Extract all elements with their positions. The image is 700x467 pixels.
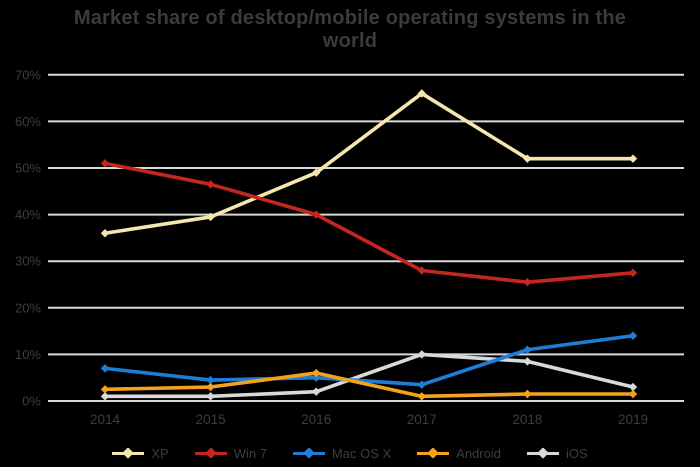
data-point-marker — [523, 357, 532, 366]
data-point-marker — [312, 210, 321, 219]
data-point-marker — [628, 268, 638, 278]
data-point-marker — [417, 380, 426, 389]
data-point-marker — [206, 375, 215, 385]
chart-title-line1: Market share of desktop/mobile operating… — [73, 7, 627, 29]
data-point-marker — [206, 180, 215, 189]
series-line-android — [103, 371, 635, 399]
data-point-marker — [100, 159, 110, 168]
data-point-marker — [628, 382, 638, 392]
x-axis-tick-label: 2018 — [512, 412, 542, 427]
y-axis-tick-label: 40% — [15, 207, 41, 222]
legend-swatch — [112, 447, 145, 459]
data-point-marker — [417, 392, 426, 401]
legend-item-win-7: Win 7 — [194, 446, 267, 461]
data-point-marker — [206, 382, 215, 392]
legend-label: XP — [151, 446, 169, 461]
x-axis-tick-label: 2016 — [301, 412, 331, 427]
y-axis-tick-label: 10% — [15, 347, 41, 362]
legend-swatch — [417, 447, 450, 459]
data-point-marker — [100, 229, 110, 238]
data-point-marker — [417, 89, 426, 98]
data-point-marker — [628, 331, 638, 340]
data-point-marker — [628, 154, 638, 163]
chart-legend: XP Win 7 Mac OS X Android iOS — [0, 447, 700, 460]
data-point-marker — [312, 168, 321, 177]
data-point-marker — [523, 277, 532, 287]
legend-marker-icon — [303, 447, 315, 459]
data-point-marker — [206, 212, 215, 222]
legend-label: iOS — [565, 446, 588, 461]
y-axis-tick-label: 60% — [15, 114, 41, 129]
data-point-marker — [312, 387, 321, 396]
series-line-xp — [103, 91, 635, 236]
legend-item-mac-os-x: Mac OS X — [292, 446, 392, 461]
data-point-marker — [312, 373, 321, 382]
legend-label: Android — [456, 446, 501, 461]
data-point-marker — [417, 350, 426, 359]
y-axis-tick-label: 50% — [15, 161, 41, 176]
y-axis-tick-label: 20% — [15, 300, 41, 315]
legend-item-android: Android — [417, 447, 501, 460]
x-axis-tick-label: 2017 — [407, 412, 437, 427]
legend-label: Mac OS X — [331, 446, 392, 461]
series-line-mac-os-x — [103, 333, 635, 387]
chart-title-line2: world — [322, 30, 378, 52]
data-point-marker — [100, 392, 110, 401]
legend-swatch — [194, 447, 227, 459]
legend-marker-icon — [122, 447, 135, 459]
data-point-marker — [523, 389, 532, 399]
legend-item-xp: XP — [112, 446, 169, 461]
chart-title: Market share of desktop/mobile operating… — [50, 7, 650, 53]
legend-swatch — [526, 447, 559, 459]
data-point-marker — [206, 392, 215, 401]
y-axis-tick-label: 70% — [15, 67, 41, 82]
legend-label: Win 7 — [233, 446, 267, 461]
data-point-marker — [312, 368, 321, 378]
x-axis-tick-label: 2015 — [196, 412, 226, 427]
data-point-marker — [100, 385, 110, 394]
y-axis-tick-label: 0% — [22, 394, 41, 409]
series-line-ios — [103, 352, 635, 399]
legend-item-ios: iOS — [526, 446, 588, 461]
legend-marker-icon — [205, 447, 217, 459]
data-point-marker — [417, 266, 426, 275]
x-axis-tick-label: 2019 — [618, 412, 648, 427]
data-point-marker — [523, 154, 532, 163]
y-axis-tick-label: 30% — [15, 254, 41, 269]
x-axis-tick-label: 2014 — [90, 412, 121, 427]
legend-marker-icon — [427, 447, 439, 459]
data-point-marker — [523, 345, 532, 354]
data-point-marker — [100, 364, 110, 373]
legend-swatch — [292, 447, 325, 459]
series-line-win-7 — [103, 161, 635, 284]
data-point-marker — [628, 389, 638, 399]
legend-marker-icon — [537, 447, 549, 459]
